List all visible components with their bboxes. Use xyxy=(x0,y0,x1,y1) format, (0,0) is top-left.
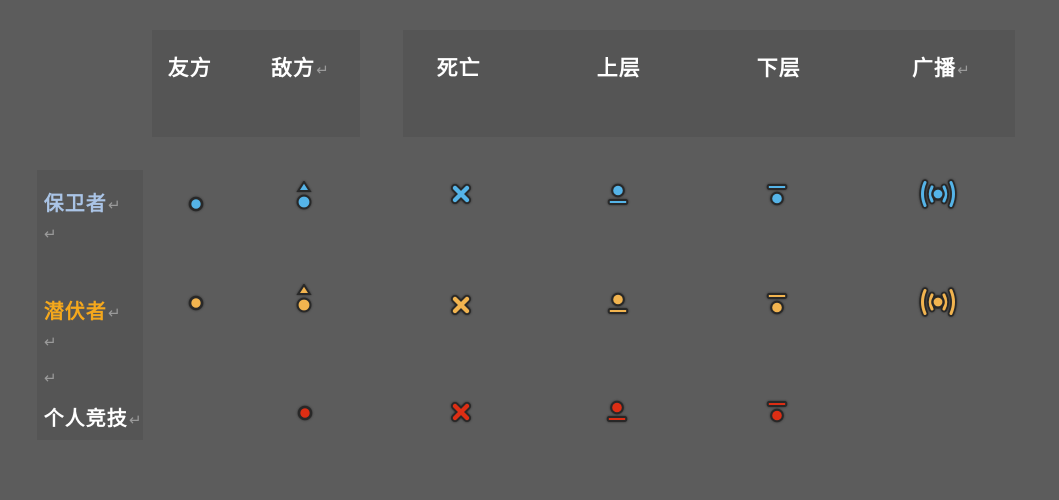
column-header-broadcast: 广播↵ xyxy=(912,52,970,82)
cell-infiltrator-enemy xyxy=(295,283,313,314)
paragraph-return-mark: ↵ xyxy=(316,62,329,79)
paragraph-return-mark: ↵ xyxy=(957,62,970,79)
enemy-marker-icon xyxy=(296,283,312,313)
broadcast-icon xyxy=(919,287,957,317)
row-label-text: 个人竞技 xyxy=(44,408,128,430)
column-header-death: 死亡 xyxy=(437,52,481,82)
header-panel-left xyxy=(152,30,360,137)
enemy-marker-icon xyxy=(296,180,312,210)
upper-level-icon xyxy=(606,400,628,422)
column-header-lower: 下层 xyxy=(757,52,801,82)
cell-defender-enemy xyxy=(295,180,313,211)
death-cross-icon xyxy=(451,402,471,422)
row-label-text: 保卫者 xyxy=(44,193,107,215)
cell-infiltrator-broadcast xyxy=(914,286,962,318)
row-label-panel xyxy=(37,170,143,440)
column-label: 广播 xyxy=(912,57,957,80)
paragraph-return-mark: ↵ xyxy=(108,197,121,214)
enemy-dot-icon xyxy=(297,405,313,421)
paragraph-return-mark: ↵ xyxy=(108,305,121,322)
cell-defender-friendly xyxy=(187,195,205,213)
row-label-infiltrator: 潜伏者↵ xyxy=(44,295,121,324)
paragraph-return-mark: ↵ xyxy=(129,412,142,429)
column-label: 友方 xyxy=(168,57,212,80)
row-label-defender: 保卫者↵ xyxy=(44,187,121,216)
column-label: 上层 xyxy=(597,57,641,80)
cell-deathmatch-upper xyxy=(605,400,629,424)
broadcast-icon xyxy=(919,179,957,209)
cell-defender-broadcast xyxy=(914,178,962,210)
row-label-text: 潜伏者 xyxy=(44,301,107,323)
cell-infiltrator-friendly xyxy=(187,294,205,312)
cell-deathmatch-enemy xyxy=(296,404,314,422)
header-panel-right xyxy=(403,30,1015,137)
paragraph-return-mark: ↵ xyxy=(44,226,57,243)
upper-level-icon xyxy=(607,292,629,314)
cell-infiltrator-upper xyxy=(606,292,630,316)
lower-level-icon xyxy=(766,401,788,423)
column-label: 敌方 xyxy=(271,57,316,80)
lower-level-icon xyxy=(766,293,788,315)
cell-infiltrator-death xyxy=(450,294,473,317)
cell-defender-upper xyxy=(606,183,630,207)
row-label-deathmatch: 个人竞技↵ xyxy=(44,402,142,431)
upper-level-icon xyxy=(607,183,629,205)
cell-deathmatch-lower xyxy=(765,399,789,423)
column-header-friendly: 友方 xyxy=(168,52,212,82)
friendly-dot-icon xyxy=(188,196,204,212)
cell-defender-lower xyxy=(765,182,789,206)
death-cross-icon xyxy=(451,295,471,315)
column-label: 下层 xyxy=(757,57,801,80)
lower-level-icon xyxy=(766,184,788,206)
friendly-dot-icon xyxy=(188,295,204,311)
cell-defender-death xyxy=(450,183,473,206)
column-label: 死亡 xyxy=(437,57,481,80)
column-header-upper: 上层 xyxy=(597,52,641,82)
paragraph-return-mark: ↵ xyxy=(44,334,57,351)
cell-deathmatch-death xyxy=(450,401,473,424)
cell-infiltrator-lower xyxy=(765,291,789,315)
paragraph-return-mark: ↵ xyxy=(44,370,57,387)
death-cross-icon xyxy=(451,184,471,204)
column-header-enemy: 敌方↵ xyxy=(271,52,329,82)
